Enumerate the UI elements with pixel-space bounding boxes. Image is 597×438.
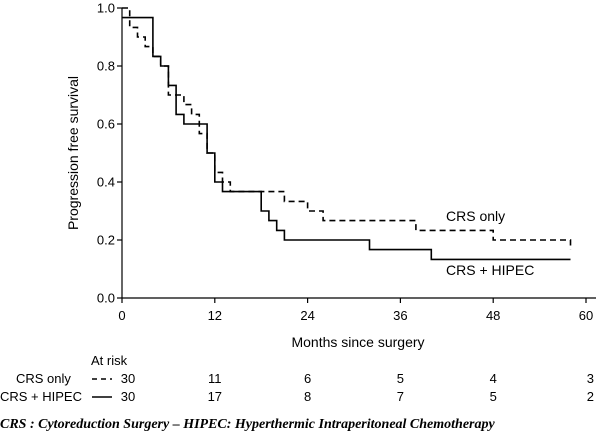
- y-tick-label: 0.2: [97, 233, 115, 248]
- at-risk-value: 17: [208, 389, 222, 404]
- x-tick-label: 60: [579, 308, 593, 323]
- at-risk-value: 2: [587, 389, 594, 404]
- y-axis-ticks: 0.0 0.2 0.4 0.6 0.8 1.0: [97, 1, 122, 306]
- at-risk-label-crs-only: CRS only: [16, 371, 71, 386]
- at-risk-value: 4: [490, 371, 497, 386]
- at-risk-value: 3: [587, 371, 594, 386]
- series-crs-hipec-line: [122, 16, 571, 261]
- at-risk-value: 8: [304, 389, 311, 404]
- survival-curves: [122, 7, 572, 261]
- at-risk-value: 7: [397, 389, 404, 404]
- at-risk-value: 30: [121, 371, 135, 386]
- x-tick-label: 36: [393, 308, 407, 323]
- at-risk-value: 6: [304, 371, 311, 386]
- caption: CRS : Cytoreduction Surgery – HIPEC: Hyp…: [0, 417, 495, 432]
- at-risk-label-crs-hipec: CRS + HIPEC: [0, 389, 82, 404]
- at-risk-value: 5: [397, 371, 404, 386]
- at-risk-title: At risk: [91, 353, 128, 368]
- x-tick-label: 24: [300, 308, 314, 323]
- y-tick-label: 0.8: [97, 59, 115, 74]
- at-risk-table: At risk CRS only CRS + HIPEC 30 11 6 5 4 3 30 1…: [0, 353, 594, 404]
- y-tick-label: 1.0: [97, 1, 115, 16]
- x-tick-label: 48: [486, 308, 500, 323]
- annotation-crs-only: CRS only: [446, 208, 505, 224]
- y-tick-label: 0.4: [97, 175, 115, 190]
- at-risk-values: 30 11 6 5 4 330 17 8 7 5 2: [121, 371, 594, 404]
- x-axis-ticks: 0 12 24 36 48 60: [118, 298, 593, 323]
- at-risk-value: 11: [208, 371, 222, 386]
- annotation-crs-hipec: CRS + HIPEC: [446, 262, 534, 278]
- at-risk-value: 5: [490, 389, 497, 404]
- at-risk-value: 30: [121, 389, 135, 404]
- y-axis-title: Progression free survival: [65, 76, 81, 230]
- x-tick-label: 12: [208, 308, 222, 323]
- x-tick-label: 0: [118, 308, 125, 323]
- y-tick-label: 0.6: [97, 117, 115, 132]
- y-tick-label: 0.0: [97, 291, 115, 306]
- x-axis-title: Months since surgery: [291, 334, 424, 350]
